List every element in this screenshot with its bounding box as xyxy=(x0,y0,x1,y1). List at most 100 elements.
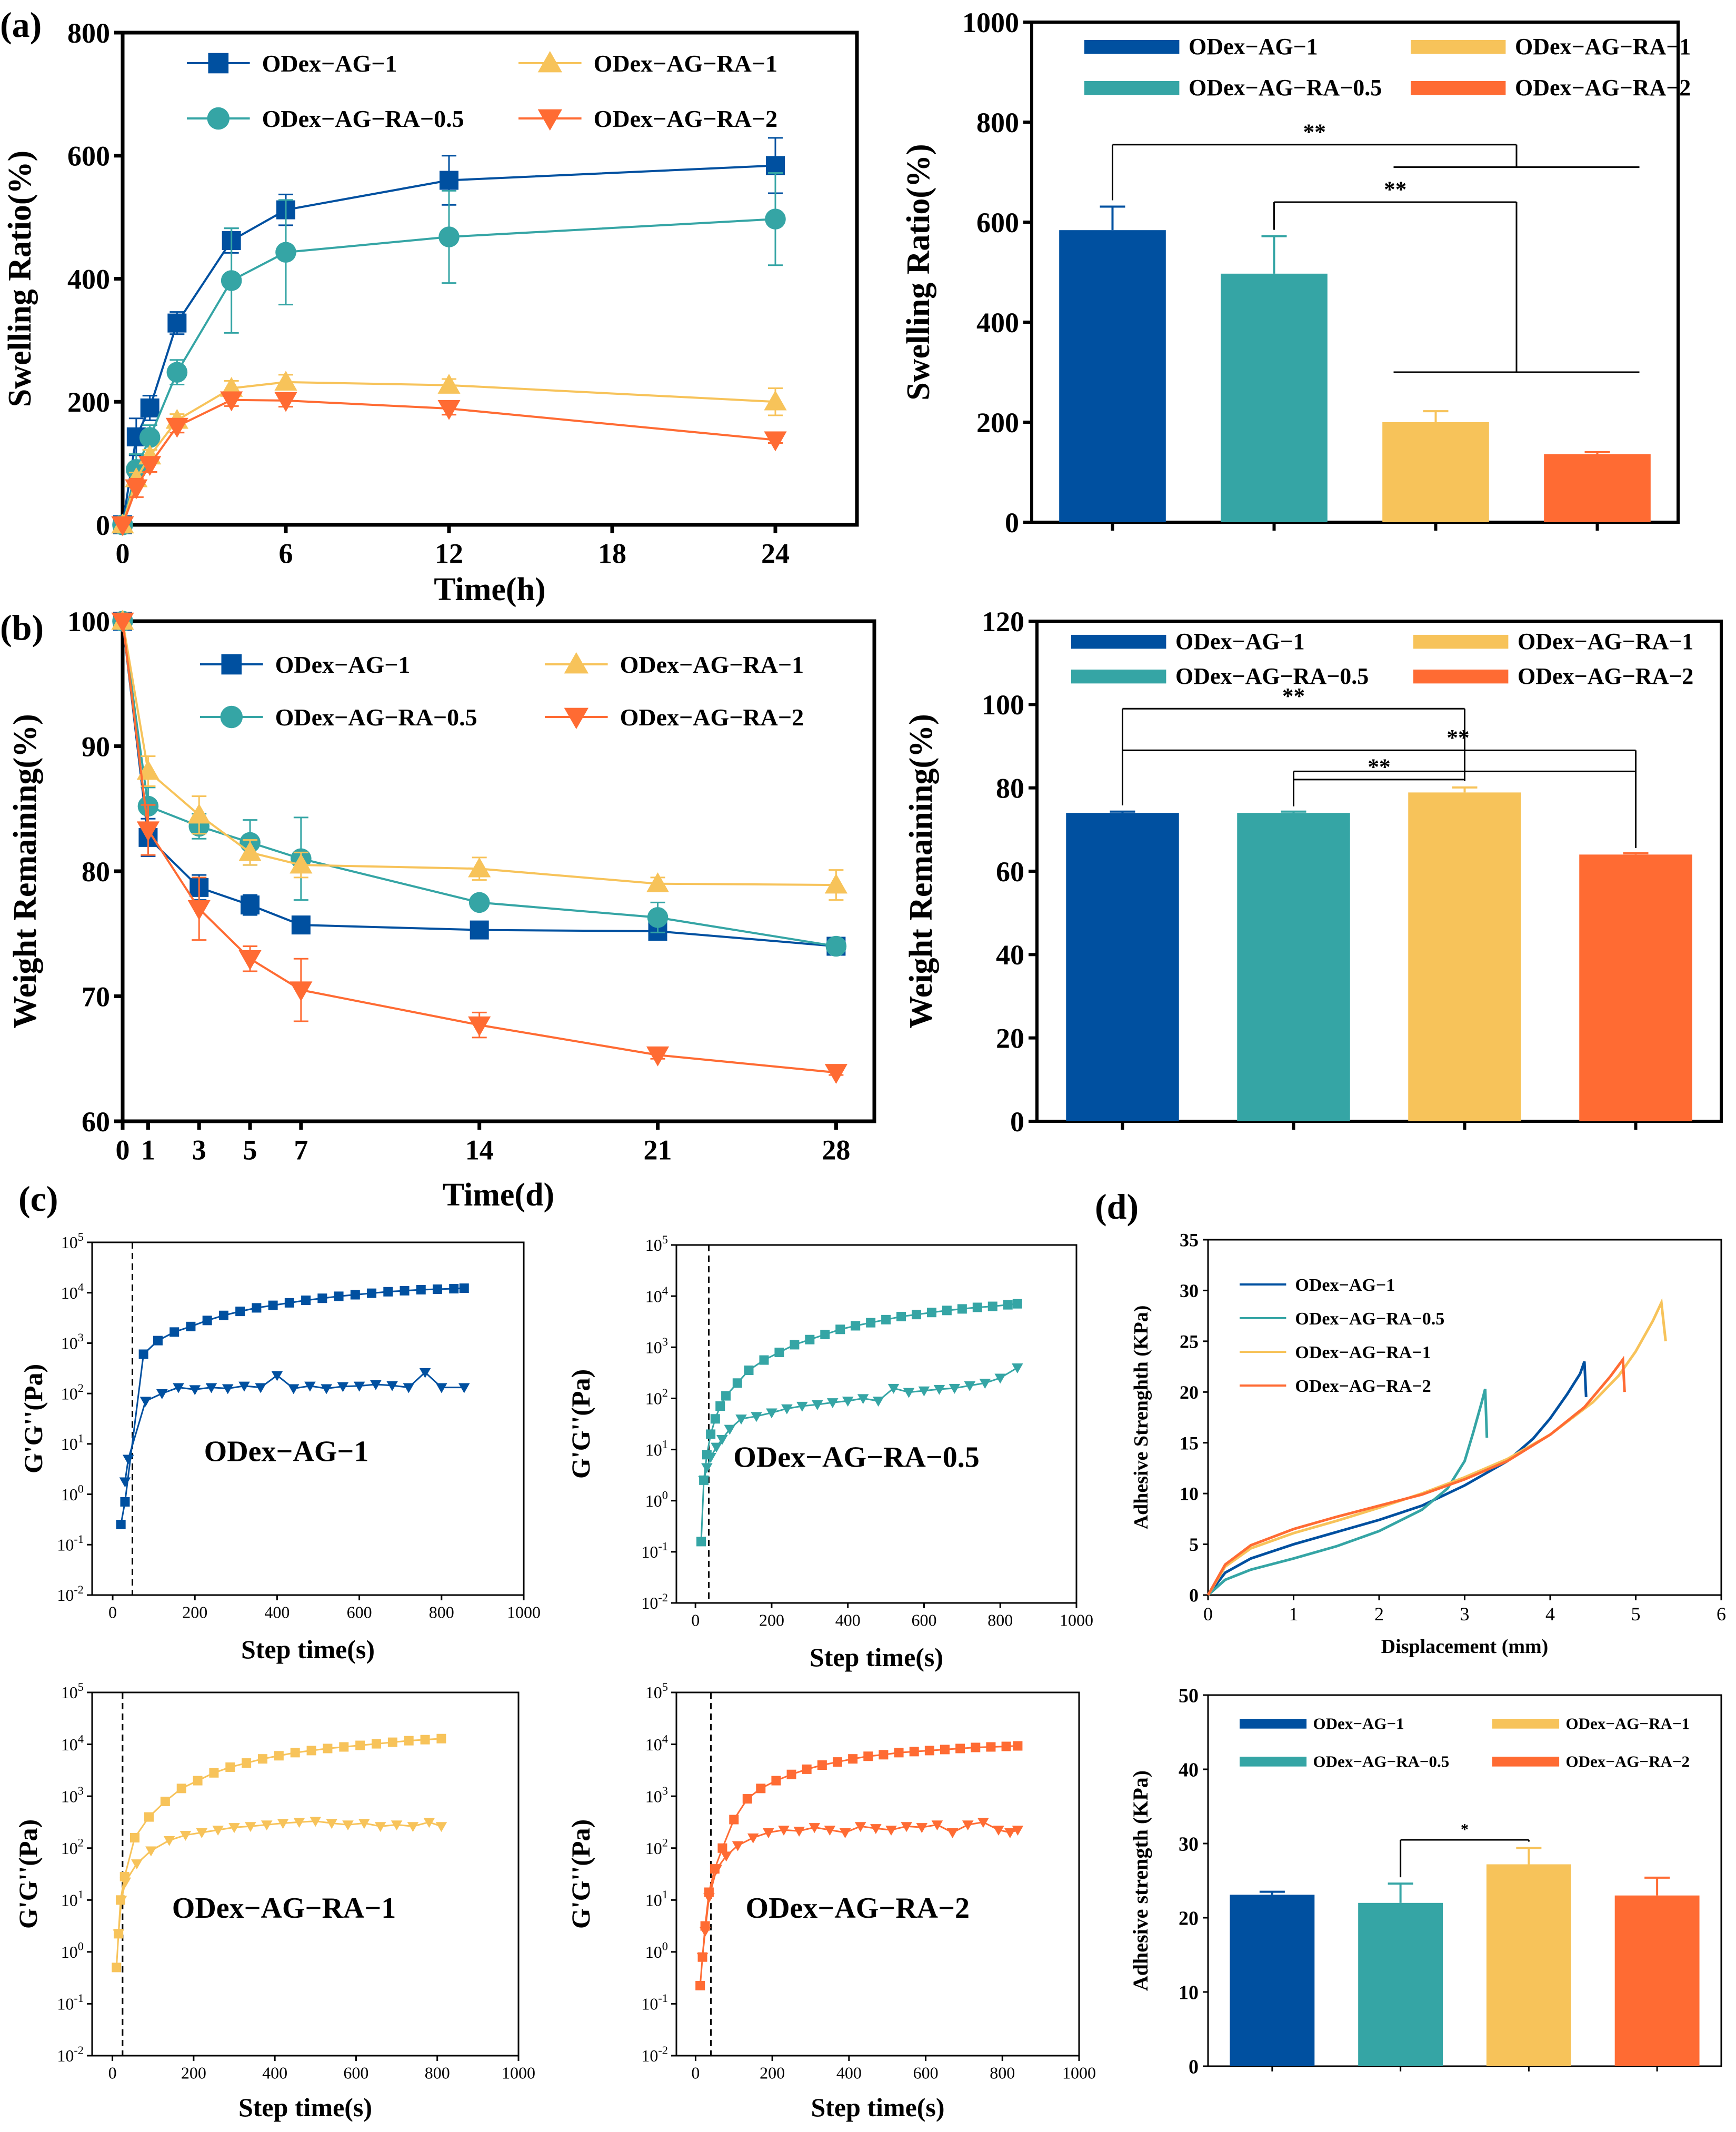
data-point xyxy=(419,1368,431,1378)
sample-label: ODex−AG−RA−2 xyxy=(746,1892,970,1925)
data-point xyxy=(222,1384,234,1394)
data-point xyxy=(221,270,242,291)
data-point xyxy=(931,1820,943,1831)
bar-group xyxy=(1221,235,1328,531)
data-point xyxy=(786,1769,796,1779)
legend-label: ODex−AG−RA−0.5 xyxy=(1189,75,1382,101)
y-tick-exponent: 3 xyxy=(78,1784,84,1797)
x-tick-label: 12 xyxy=(435,538,463,570)
data-point xyxy=(901,1822,912,1832)
x-tick-label: 0 xyxy=(691,2064,700,2083)
bar xyxy=(1358,1902,1443,2066)
legend-label: ODex−AG−RA−2 xyxy=(1515,75,1691,101)
y-tick-label: 70 xyxy=(82,981,110,1012)
data-point xyxy=(994,1373,1006,1384)
loss-modulus-series xyxy=(698,1363,1023,1486)
data-point xyxy=(165,417,188,438)
y-tick-label: 105 xyxy=(645,1233,668,1254)
y-tick-label: 102 xyxy=(645,1836,668,1858)
legend-label: ODex−AG−RA−0.5 xyxy=(275,704,477,731)
data-point xyxy=(977,1818,989,1828)
legend-marker xyxy=(564,652,588,674)
data-point xyxy=(468,892,490,913)
significance-label: ** xyxy=(1368,755,1390,780)
data-point xyxy=(717,1843,727,1853)
data-point xyxy=(764,390,787,411)
series-line xyxy=(702,1821,1018,1957)
data-point xyxy=(703,1893,715,1904)
data-point xyxy=(301,1296,311,1306)
data-point xyxy=(711,1442,722,1453)
plot-frame xyxy=(1207,1239,1722,1596)
data-point xyxy=(1012,1299,1022,1309)
data-point xyxy=(323,1744,333,1754)
legend-entry: ODex−AG−RA−1 xyxy=(1240,1343,1431,1362)
data-point xyxy=(287,1384,300,1394)
significance-bracket: ** xyxy=(1293,755,1465,805)
data-point xyxy=(720,1851,732,1862)
y-tick-exponent: 2 xyxy=(78,1381,84,1394)
legend-label: ODex−AG−RA−0.5 xyxy=(262,105,464,132)
y-tick-label: 30 xyxy=(1180,1280,1199,1301)
y-tick-exponent: 1 xyxy=(662,1437,668,1450)
x-tick-label: 5 xyxy=(243,1134,257,1166)
y-tick-exponent: 0 xyxy=(662,1940,668,1953)
y-tick-label: 104 xyxy=(645,1284,668,1306)
data-point xyxy=(334,1291,344,1301)
x-tick-label: 400 xyxy=(264,1603,290,1622)
legend-label: ODex−AG−RA−2 xyxy=(1566,1752,1690,1770)
x-axis-label: Step time(s) xyxy=(810,1642,943,1672)
series-line xyxy=(1207,1388,1489,1596)
data-point xyxy=(468,1016,491,1037)
bar-group xyxy=(1358,1882,1443,2071)
legend-entry: ODex−AG−1 xyxy=(1240,1714,1404,1732)
x-tick-label: 800 xyxy=(990,2064,1015,2083)
y-tick-label: 0 xyxy=(96,510,110,541)
data-point xyxy=(383,1287,393,1297)
data-point xyxy=(125,479,148,500)
legend-marker xyxy=(207,107,230,130)
y-tick-base: 10 xyxy=(645,1491,662,1510)
legend-label: ODex−AG−RA−2 xyxy=(1518,663,1693,689)
data-point xyxy=(896,1312,906,1321)
data-point xyxy=(130,1833,139,1842)
x-tick-label: 1 xyxy=(141,1134,155,1166)
data-point xyxy=(353,1381,365,1392)
plot-frame xyxy=(675,1244,1077,1604)
y-axis-label: G'G''(Pa) xyxy=(566,1369,595,1479)
y-tick-base: 10 xyxy=(641,1995,658,2014)
y-tick-label: 102 xyxy=(645,1386,668,1408)
legend-entry: ODex−AG−RA−0.5 xyxy=(1084,75,1382,101)
series-line xyxy=(120,1287,464,1525)
x-axis-label: Step time(s) xyxy=(811,2093,944,2122)
legend-label: ODex−AG−RA−2 xyxy=(1295,1377,1431,1396)
data-point xyxy=(835,1324,845,1334)
data-point xyxy=(470,920,489,940)
data-point xyxy=(167,313,187,333)
data-point xyxy=(404,1736,414,1746)
data-point xyxy=(321,1384,332,1394)
data-point xyxy=(971,1742,981,1752)
bar-group xyxy=(1579,852,1692,1130)
x-tick-label: 200 xyxy=(182,1603,207,1622)
data-point xyxy=(271,1371,283,1381)
y-tick-label: 10-1 xyxy=(641,1540,668,1561)
bar-group xyxy=(1382,410,1489,531)
legend-label: ODex−AG−RA−1 xyxy=(1515,34,1691,59)
x-tick-label: 400 xyxy=(836,2064,862,2083)
storage-modulus-series xyxy=(695,1741,1023,1990)
data-point xyxy=(120,1497,130,1507)
legend-entry: ODex−AG−RA−2 xyxy=(545,704,804,731)
y-tick-exponent: 3 xyxy=(662,1335,668,1348)
data-point xyxy=(225,1762,235,1772)
legend-entry: ODex−AG−RA−1 xyxy=(518,50,777,77)
y-axis-label: Swelling Ratio(%) xyxy=(901,144,936,400)
data-point xyxy=(437,374,461,394)
y-tick-base: 10 xyxy=(645,1440,662,1459)
data-point xyxy=(979,1379,991,1389)
x-tick-label: 1000 xyxy=(1060,1611,1093,1630)
y-tick-label: 10-2 xyxy=(641,2044,668,2065)
plot-frame xyxy=(675,1691,1080,2057)
data-point xyxy=(115,1896,127,1906)
